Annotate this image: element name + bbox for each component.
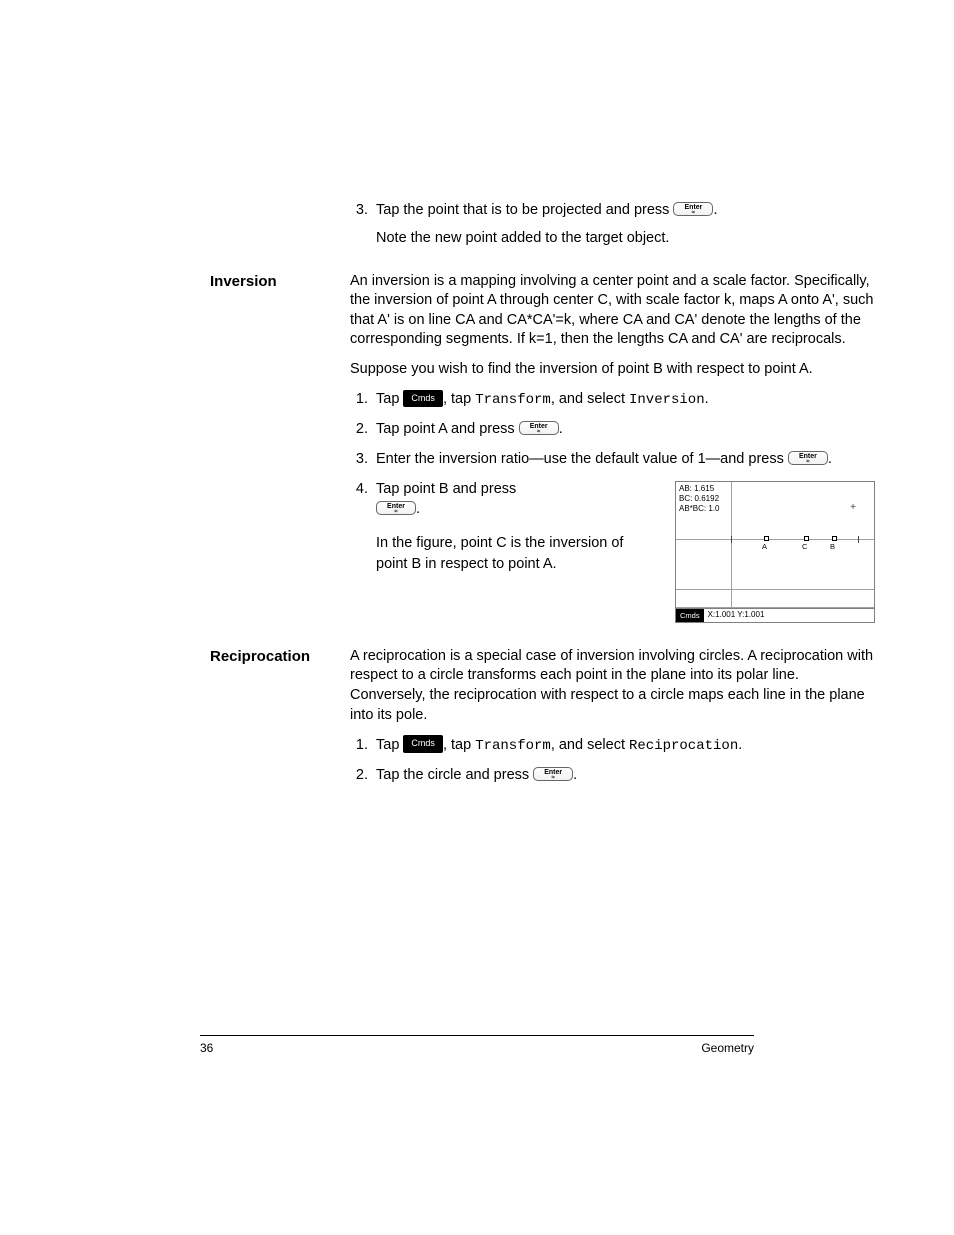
fig-q5	[676, 590, 732, 608]
enter-key-icon: Enter≈	[376, 501, 416, 515]
content-area: Tap the point that is to be projected an…	[350, 200, 875, 797]
cmds-status-icon: Cmds	[676, 609, 704, 622]
inversion-step-2: Tap point A and press Enter≈.	[372, 419, 875, 441]
enter-key-icon: Enter≈	[673, 202, 713, 216]
cmds-softkey-icon: Cmds	[403, 390, 443, 408]
cmds-softkey-icon: Cmds	[403, 735, 443, 753]
page: Tap the point that is to be projected an…	[0, 0, 954, 1235]
inversion-section: Inversion An inversion is a mapping invo…	[350, 272, 875, 633]
recip-step-1: Tap Cmds, tap Transform, and select Reci…	[372, 735, 875, 757]
fig-q6	[732, 590, 874, 608]
inversion-para1: An inversion is a mapping involving a ce…	[350, 272, 875, 350]
recip-menu: Reciprocation	[629, 738, 738, 754]
reciprocation-body: A reciprocation is a special case of inv…	[350, 647, 875, 797]
fig-q2: A C B	[732, 540, 874, 590]
fig-status-bar: Cmds X:1.001 Y:1.001	[676, 608, 874, 622]
calculator-figure: AB: 1.615 BC: 0.6192 AB*BC: 1.0 +	[675, 481, 875, 623]
recip-steps: Tap Cmds, tap Transform, and select Reci…	[350, 735, 875, 787]
step-note: Note the new point added to the target o…	[376, 228, 875, 250]
page-footer: 36 Geometry	[200, 1035, 754, 1055]
fig-q3	[676, 540, 732, 590]
reciprocation-section: Reciprocation A reciprocation is a speci…	[350, 647, 875, 797]
inversion-menu: Inversion	[629, 392, 705, 408]
inversion-body: An inversion is a mapping involving a ce…	[350, 272, 875, 633]
transform-menu: Transform	[475, 738, 551, 754]
enter-key-icon: Enter≈	[519, 421, 559, 435]
section-name: Geometry	[701, 1041, 754, 1055]
plus-icon: +	[850, 500, 856, 515]
recip-step-2: Tap the circle and press Enter≈.	[372, 765, 875, 787]
enter-key-icon: Enter≈	[788, 451, 828, 465]
inversion-steps: Tap Cmds, tap Transform, and select Inve…	[350, 389, 875, 623]
step4-text: Tap point B and press Enter≈. In the fig…	[376, 479, 657, 574]
step-text: Tap the point that is to be projected an…	[376, 202, 673, 218]
step-text-b: .	[713, 202, 717, 218]
page-number: 36	[200, 1041, 213, 1055]
enter-key-icon: Enter≈	[533, 767, 573, 781]
inversion-para2: Suppose you wish to find the inversion o…	[350, 360, 875, 380]
top-step-3: Tap the point that is to be projected an…	[372, 200, 875, 250]
fig-q1: +	[732, 482, 874, 540]
fig-readout: AB: 1.615 BC: 0.6192 AB*BC: 1.0	[676, 482, 732, 540]
inversion-step-1: Tap Cmds, tap Transform, and select Inve…	[372, 389, 875, 411]
recip-para1: A reciprocation is a special case of inv…	[350, 647, 875, 725]
inversion-step-4: Tap point B and press Enter≈. In the fig…	[372, 479, 875, 623]
reciprocation-heading: Reciprocation	[210, 647, 350, 667]
inversion-heading: Inversion	[210, 272, 350, 292]
fig-coords: X:1.001 Y:1.001	[704, 609, 765, 621]
transform-menu: Transform	[475, 392, 551, 408]
step4-note: In the figure, point C is the inversion …	[376, 533, 657, 574]
inversion-step-3: Enter the inversion ratio—use the defaul…	[372, 449, 875, 471]
top-steps-list: Tap the point that is to be projected an…	[350, 200, 875, 250]
